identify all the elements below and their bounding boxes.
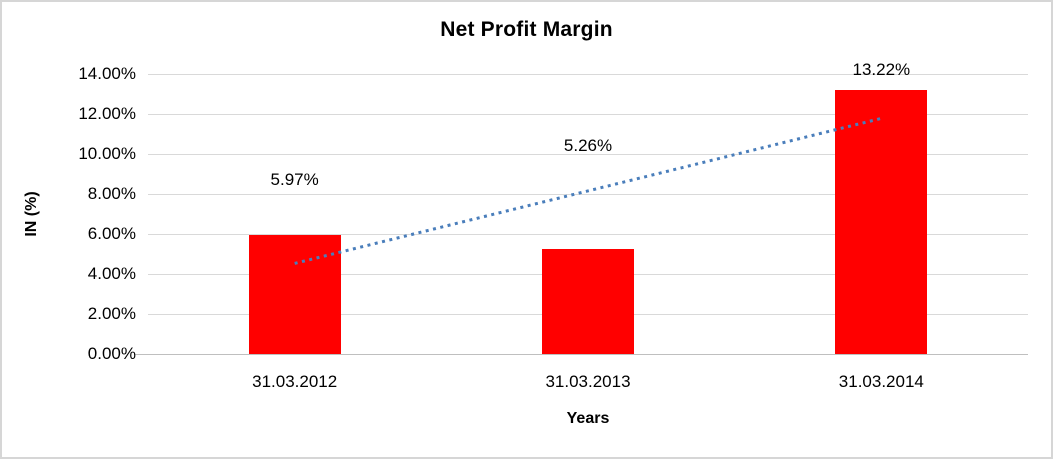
x-tick-label: 31.03.2013 [545,372,631,391]
chart-title: Net Profit Margin [440,18,613,41]
bar [248,234,341,354]
y-tick-label: 8.00% [87,184,136,203]
y-tick-label: 2.00% [87,304,136,323]
x-tick-label: 31.03.2014 [838,372,924,391]
bar-data-label: 13.22% [852,60,911,79]
y-tick-label: 12.00% [78,104,136,123]
x-axis-line [134,354,1028,355]
gridline [148,74,1028,75]
y-tick-label: 10.00% [78,144,136,163]
y-tick-label: 6.00% [87,224,136,243]
y-tick-label: 4.00% [87,264,136,283]
y-tick-label: 0.00% [87,344,136,363]
bar-data-label: 5.26% [563,136,613,155]
gridline [148,114,1028,115]
bar [835,89,928,354]
bar-data-label: 5.97% [270,170,319,189]
x-axis-title: Years [566,410,610,427]
bar [542,248,634,354]
x-tick-label: 31.03.2012 [252,372,338,391]
y-tick-label: 14.00% [78,64,136,83]
